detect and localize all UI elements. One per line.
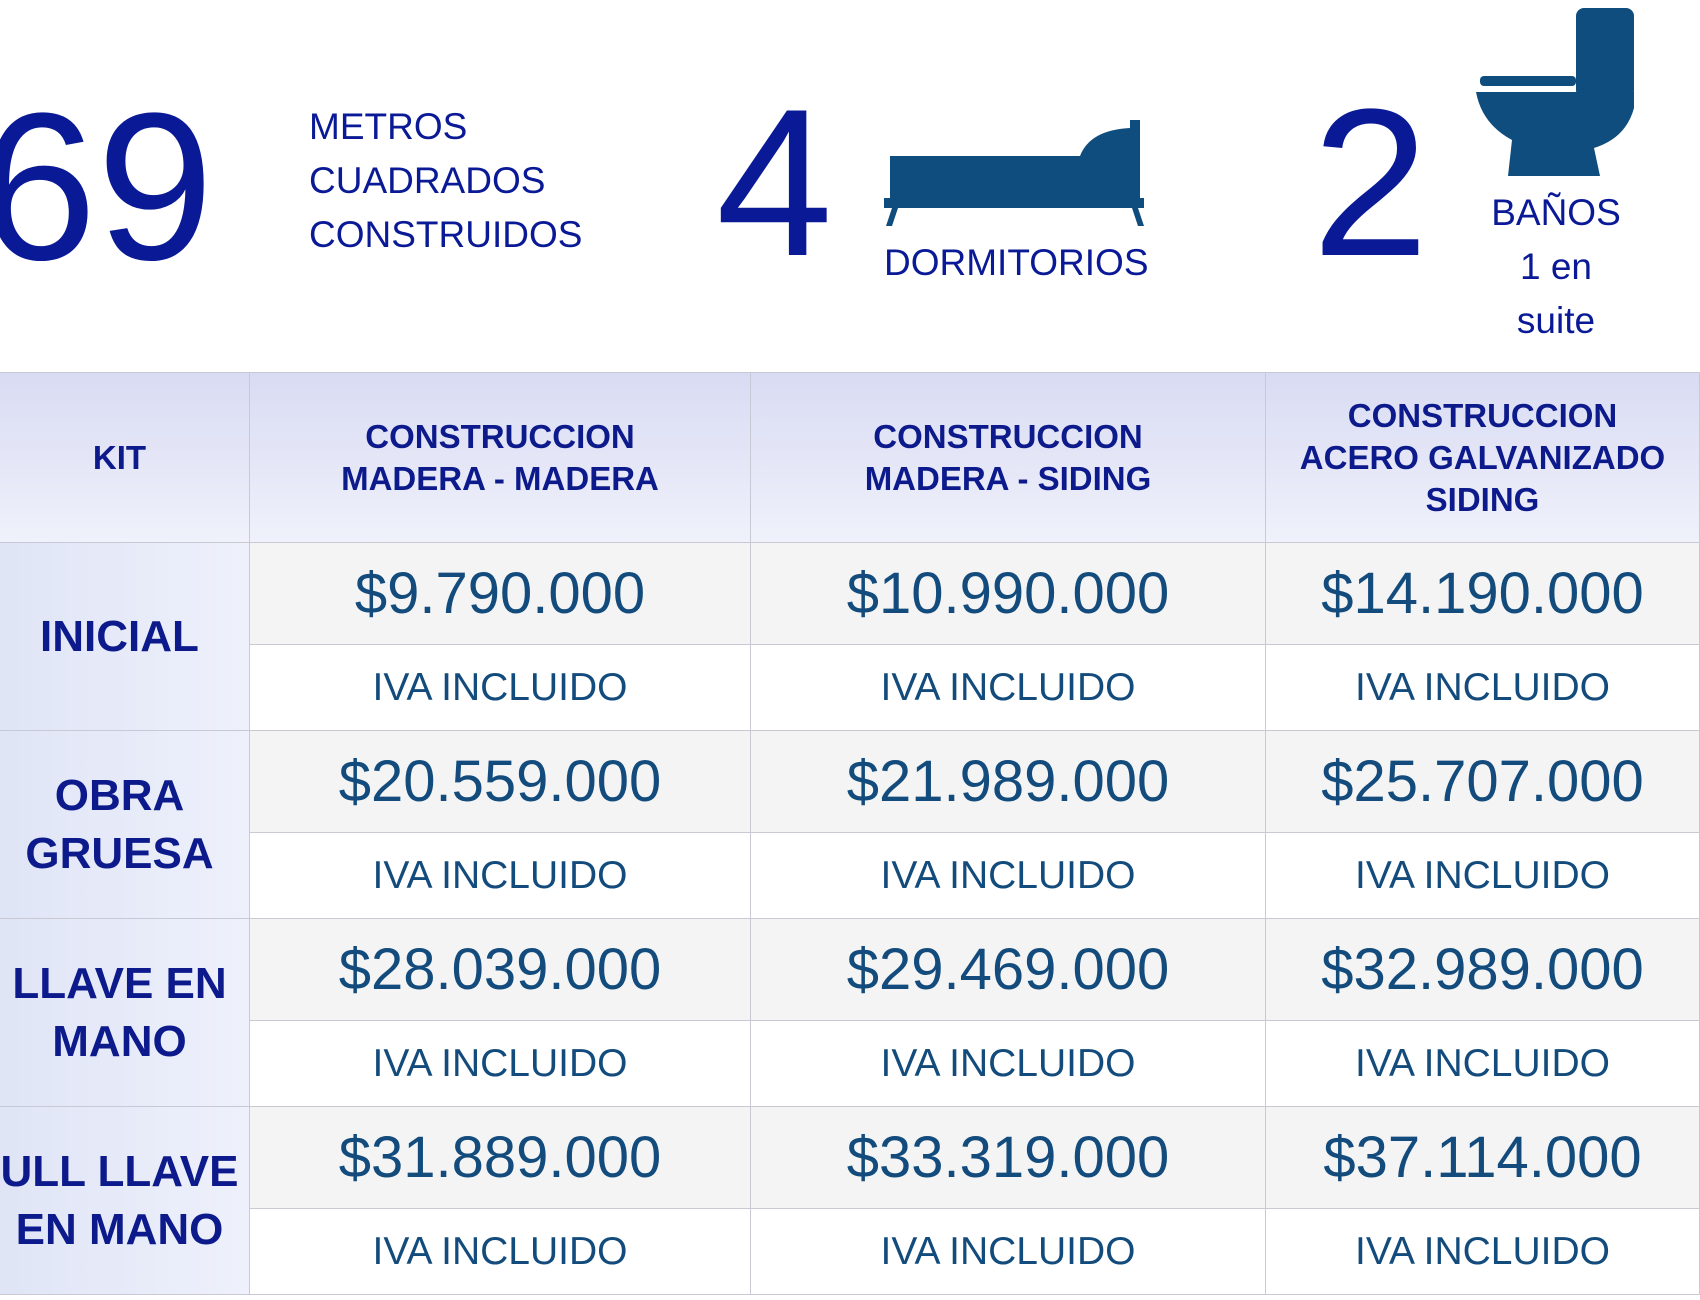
price-cell: $31.889.000 [250, 1107, 751, 1209]
bedrooms-value: 4 [716, 65, 833, 300]
bed-icon [884, 120, 1144, 226]
price: $28.039.000 [338, 937, 662, 1002]
row-label-line: EN MANO [15, 1204, 224, 1254]
note-cell: IVA INCLUIDO [250, 1021, 751, 1107]
row-label-line: MANO [52, 1016, 187, 1066]
price-cell: $32.989.000 [1266, 919, 1700, 1021]
row-label-line: INICIAL [40, 611, 199, 661]
area-label: METROS CUADRADOS CONSTRUIDOS [309, 100, 582, 262]
price-cell: $20.559.000 [250, 731, 751, 833]
price-cell: $33.319.000 [751, 1107, 1266, 1209]
header-line: MADERA - SIDING [864, 459, 1152, 497]
header-line: CONSTRUCCION [873, 417, 1143, 455]
header-cell: KIT [0, 372, 250, 543]
price: $10.990.000 [846, 561, 1170, 626]
price-cell: $21.989.000 [751, 731, 1266, 833]
label-line: suite [1516, 300, 1596, 341]
price: $37.114.000 [1323, 1125, 1642, 1190]
note: IVA INCLUIDO [372, 1229, 628, 1273]
price: $25.707.000 [1321, 749, 1644, 814]
header-line: KIT [92, 438, 147, 476]
header-line: ACERO GALVANIZADO [1299, 438, 1666, 476]
area-value: 69 [0, 69, 214, 304]
bedrooms-label: DORMITORIOS [884, 242, 1149, 283]
price: $9.790.000 [354, 561, 646, 626]
note: IVA INCLUIDO [372, 853, 628, 897]
row-label-line: ULL LLAVE [0, 1146, 239, 1196]
header-line: CONSTRUCCION [365, 417, 635, 455]
note: IVA INCLUIDO [880, 1229, 1136, 1273]
row-label: INICIAL [0, 543, 250, 731]
label-line: 1 en [1519, 246, 1592, 287]
price-cell: $9.790.000 [250, 543, 751, 645]
price: $31.889.000 [338, 1125, 662, 1190]
note: IVA INCLUIDO [1354, 665, 1610, 709]
note-cell: IVA INCLUIDO [751, 645, 1266, 731]
note-cell: IVA INCLUIDO [751, 1209, 1266, 1295]
price-cell: $25.707.000 [1266, 731, 1700, 833]
note-cell: IVA INCLUIDO [250, 833, 751, 919]
row-label: ULL LLAVE EN MANO [0, 1107, 250, 1295]
note: IVA INCLUIDO [1354, 1041, 1610, 1085]
price-cell: $10.990.000 [751, 543, 1266, 645]
label-line: CONSTRUIDOS [309, 214, 583, 255]
row-label: OBRA GRUESA [0, 731, 250, 919]
note-cell: IVA INCLUIDO [751, 833, 1266, 919]
row-label-line: GRUESA [25, 828, 214, 878]
header-line: CONSTRUCCION [1347, 396, 1618, 434]
price: $14.190.000 [1321, 561, 1644, 626]
note-cell: IVA INCLUIDO [250, 1209, 751, 1295]
note-cell: IVA INCLUIDO [1266, 645, 1700, 731]
note: IVA INCLUIDO [1354, 853, 1610, 897]
price-cell: $28.039.000 [250, 919, 751, 1021]
note-cell: IVA INCLUIDO [751, 1021, 1266, 1107]
row-label-line: LLAVE EN [12, 958, 227, 1008]
note: IVA INCLUIDO [1354, 1229, 1610, 1273]
header-cell: CONSTRUCCION MADERA - SIDING [751, 372, 1266, 543]
price: $20.559.000 [338, 749, 662, 814]
note: IVA INCLUIDO [880, 1041, 1136, 1085]
price: $32.989.000 [1321, 937, 1644, 1002]
label-line: BAÑOS [1491, 192, 1621, 233]
note-cell: IVA INCLUIDO [1266, 833, 1700, 919]
row-label-line: OBRA [54, 770, 185, 820]
label-line: CUADRADOS [309, 160, 546, 201]
toilet-icon [1476, 8, 1634, 176]
price: $29.469.000 [846, 937, 1170, 1002]
price: $33.319.000 [846, 1125, 1170, 1190]
header-cell: CONSTRUCCION MADERA - MADERA [250, 372, 751, 543]
label-line: METROS [309, 106, 468, 147]
note: IVA INCLUIDO [372, 665, 628, 709]
note: IVA INCLUIDO [880, 665, 1136, 709]
price-cell: $14.190.000 [1266, 543, 1700, 645]
note: IVA INCLUIDO [372, 1041, 628, 1085]
price-cell: $29.469.000 [751, 919, 1266, 1021]
price: $21.989.000 [846, 749, 1170, 814]
price-cell: $37.114.000 [1266, 1107, 1700, 1209]
note: IVA INCLUIDO [880, 853, 1136, 897]
header-line: SIDING [1425, 480, 1540, 518]
note-cell: IVA INCLUIDO [1266, 1209, 1700, 1295]
note-cell: IVA INCLUIDO [250, 645, 751, 731]
row-label: LLAVE EN MANO [0, 919, 250, 1107]
note-cell: IVA INCLUIDO [1266, 1021, 1700, 1107]
header-line: MADERA - MADERA [341, 459, 659, 497]
bathrooms-value: 2 [1312, 65, 1429, 300]
bathrooms-label: BAÑOS 1 en suite [1476, 186, 1636, 348]
header-cell: CONSTRUCCION ACERO GALVANIZADO SIDING [1266, 372, 1700, 543]
